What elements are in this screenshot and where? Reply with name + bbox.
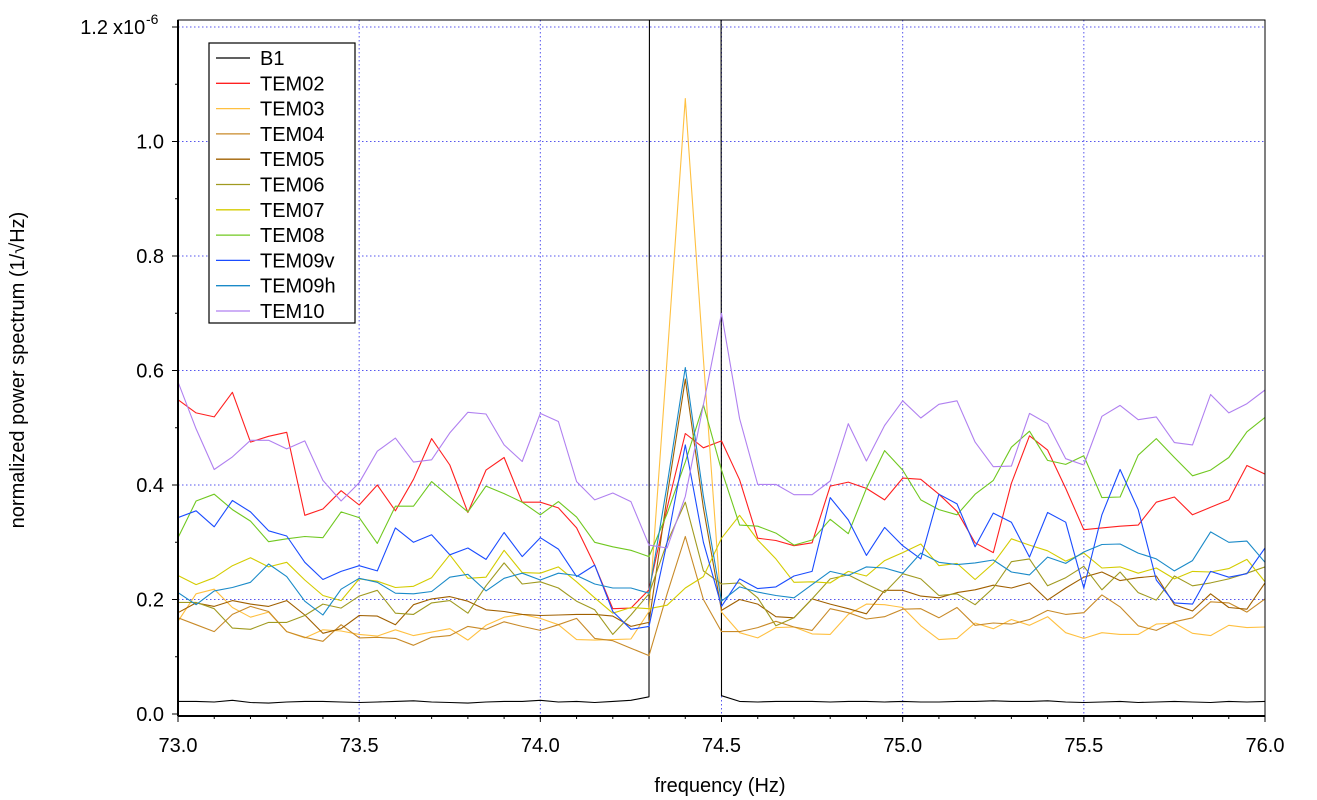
legend-label-tem09h: TEM09h	[260, 276, 336, 298]
series-line-tem08	[178, 404, 1265, 558]
series-line-tem03	[178, 98, 1265, 641]
y-tick-label: 0.2	[136, 590, 164, 612]
legend-label-tem02: TEM02	[260, 73, 324, 95]
y-tick-label: 1.2	[80, 17, 108, 39]
legend-label-tem07: TEM07	[260, 200, 324, 222]
x-tick-label: 75.0	[883, 735, 922, 757]
legend-label-b1: B1	[260, 48, 284, 70]
series-line-tem02	[178, 391, 1265, 610]
legend-label-tem09v: TEM09v	[260, 250, 334, 272]
grid-lines	[178, 20, 1265, 714]
legend-label-tem04: TEM04	[260, 124, 324, 146]
series-line-tem05	[178, 378, 1265, 634]
series-lines	[178, 20, 1265, 704]
series-line-tem10	[178, 312, 1265, 549]
x-tick-label: 73.0	[159, 735, 198, 757]
legend-label-tem03: TEM03	[260, 99, 324, 121]
y-multiplier-label: x10	[113, 17, 145, 39]
x-tick-label: 75.5	[1064, 735, 1103, 757]
legend: B1 TEM02 TEM03 TEM04 TEM05 TEM06 TEM07 TEM08 TEM…	[208, 42, 356, 324]
x-tick-label: 76.0	[1246, 735, 1285, 757]
legend-box	[208, 42, 356, 324]
axis-ticks: 0.0 0.2 0.4 0.6 0.8 1.0 1.2 x10 -6 73.0 73.5 74.0 74…	[80, 11, 1284, 757]
series-line-tem04	[178, 535, 1265, 657]
legend-label-tem10: TEM10	[260, 301, 324, 323]
y-axis-title: normalized power spectrum (1/√Hz)	[7, 212, 29, 529]
y-tick-label: 1.0	[136, 132, 164, 154]
series-line-tem06	[178, 501, 1265, 635]
x-tick-label: 73.5	[340, 735, 379, 757]
series-line-b1	[178, 20, 1265, 704]
x-tick-label: 74.0	[521, 735, 560, 757]
legend-label-tem06: TEM06	[260, 175, 324, 197]
x-tick-label: 74.5	[702, 735, 741, 757]
y-tick-label: 0.6	[136, 361, 164, 383]
y-tick-label: 0.8	[136, 246, 164, 268]
legend-label-tem05: TEM05	[260, 149, 324, 171]
series-line-tem09v	[178, 444, 1265, 630]
series-line-tem09h	[178, 367, 1265, 616]
y-tick-label: 0.4	[136, 475, 164, 497]
y-tick-label: 0.0	[136, 704, 164, 726]
legend-label-tem08: TEM08	[260, 225, 324, 247]
y-multiplier-exponent: -6	[146, 11, 159, 27]
x-axis-title: frequency (Hz)	[654, 775, 785, 797]
